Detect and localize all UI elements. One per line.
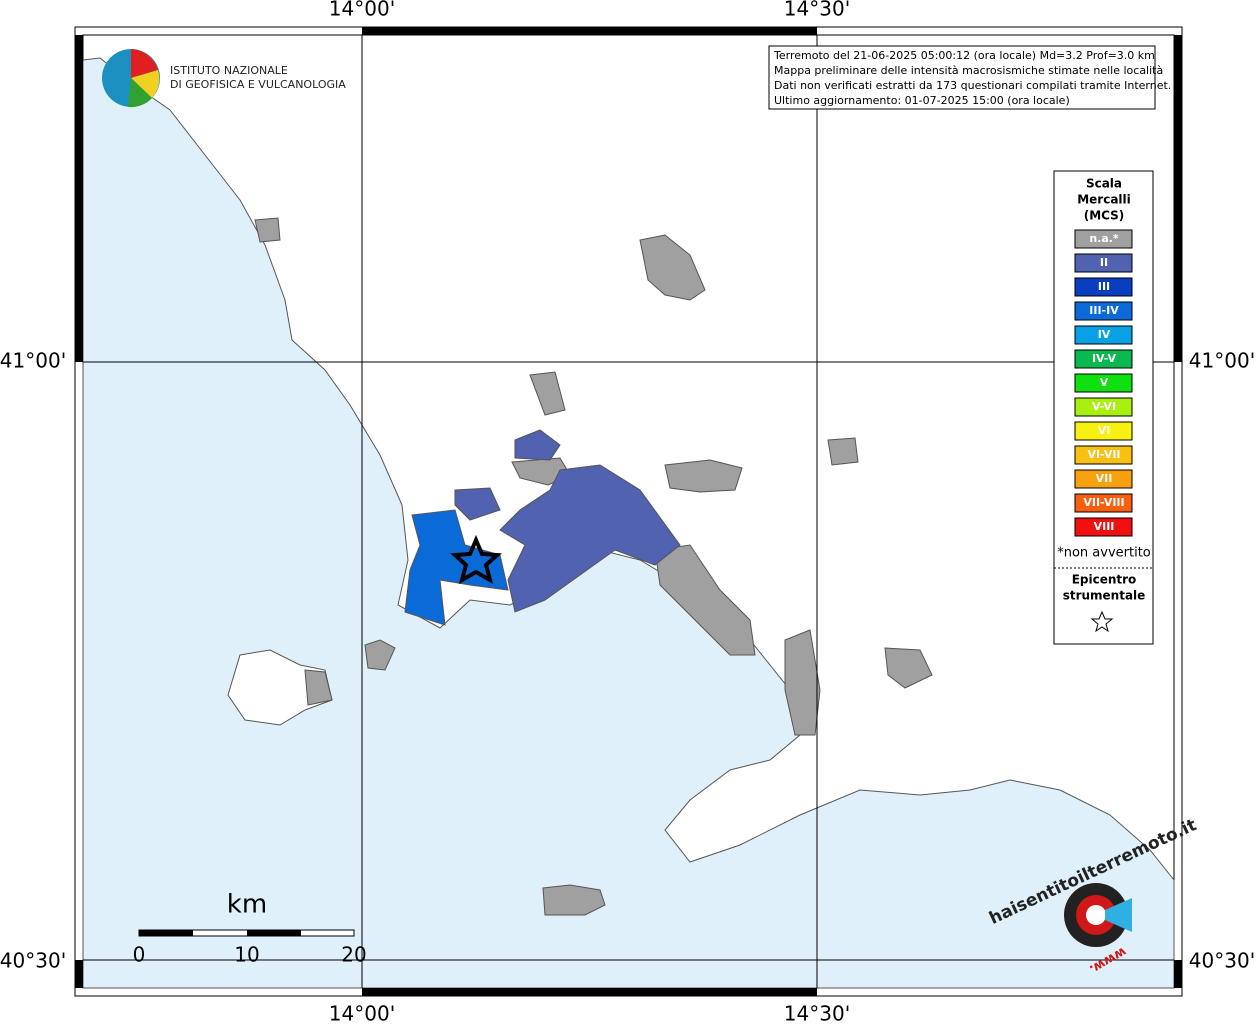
area-gray xyxy=(884,647,933,689)
lon-label: 14°30' xyxy=(784,1002,850,1025)
scale-label: 20 xyxy=(341,943,366,967)
island-capri xyxy=(542,884,606,916)
procida xyxy=(364,639,396,671)
island-ischia-area xyxy=(304,669,333,706)
area-gray xyxy=(654,544,756,656)
legend-label: VIII xyxy=(1094,520,1115,533)
area-ii xyxy=(514,429,561,461)
lat-label: 41°00' xyxy=(1189,349,1255,373)
frame-band xyxy=(362,988,817,996)
info-text: Terremoto del 21-06-2025 05:00:12 (ora l… xyxy=(773,49,1171,107)
legend-label: VII-VIII xyxy=(1083,496,1124,509)
scale-label: 10 xyxy=(234,943,259,967)
info-line: Dati non verificati estratti da 173 ques… xyxy=(774,79,1171,92)
lon-label: 14°30' xyxy=(784,0,850,21)
area-ii xyxy=(454,487,501,521)
legend-title: Mercalli xyxy=(1077,193,1131,207)
legend-label: n.a.* xyxy=(1089,232,1119,245)
lat-label: 40°30' xyxy=(1189,949,1255,973)
epicenter-star xyxy=(450,534,502,585)
area-ii xyxy=(499,464,681,613)
area-iii-iv xyxy=(404,509,509,626)
info-line: Mappa preliminare delle intensità macros… xyxy=(774,64,1163,77)
ingv-logo: ISTITUTO NAZIONALE DI GEOFISICA E VULCAN… xyxy=(102,49,346,108)
logo-segment xyxy=(128,78,152,108)
area-gray xyxy=(529,371,566,416)
area-gray xyxy=(664,459,743,493)
legend-star xyxy=(1090,610,1114,633)
legend-label: III xyxy=(1098,280,1110,293)
legend-title: (MCS) xyxy=(1084,209,1125,223)
info-box xyxy=(768,45,1156,110)
frame-band xyxy=(75,35,83,362)
area-gray xyxy=(784,629,821,736)
legend-swatch xyxy=(1074,325,1133,345)
legend-title: Scala xyxy=(1086,177,1122,191)
legend-epicenter: strumentale xyxy=(1063,589,1146,603)
scale-unit: km xyxy=(227,890,267,920)
legend-swatch xyxy=(1074,301,1133,321)
legend-swatch xyxy=(1074,469,1133,489)
legend-swatch xyxy=(1074,253,1133,273)
logo-segment xyxy=(131,49,158,78)
info-line: Terremoto del 21-06-2025 05:00:12 (ora l… xyxy=(773,49,1155,62)
logo-beam xyxy=(1105,898,1132,932)
legend-swatch xyxy=(1074,229,1133,249)
legend: ScalaMercalli(MCS)n.a.*IIIIIIII-IVIVIV-V… xyxy=(1054,177,1153,633)
legend-swatch xyxy=(1074,493,1133,513)
legend-label: VI xyxy=(1098,424,1111,437)
lat-label: 41°00' xyxy=(0,349,66,373)
frame-band xyxy=(362,27,817,35)
scale-segment xyxy=(139,930,193,936)
legend-label: IV xyxy=(1098,328,1111,341)
legend-label: II xyxy=(1100,256,1108,269)
legend-label: V xyxy=(1100,376,1109,389)
legend-label: V-VI xyxy=(1092,400,1116,413)
lon-label: 14°00' xyxy=(329,0,395,21)
frame-band xyxy=(1174,960,1182,988)
area-gray xyxy=(827,437,859,466)
logo-segment xyxy=(131,70,160,98)
legend-swatch xyxy=(1074,421,1133,441)
legend-label: VI-VII xyxy=(1087,448,1120,461)
info-line: Ultimo aggiornamento: 01-07-2025 15:00 (… xyxy=(774,94,1070,107)
legend-swatch xyxy=(1074,349,1133,369)
legend-label: III-IV xyxy=(1089,304,1119,317)
island-ischia xyxy=(227,649,333,726)
frame-band xyxy=(1174,35,1182,362)
logo-text: DI GEOFISICA E VULCANOLOGIA xyxy=(170,78,346,91)
logo-ring xyxy=(1086,905,1106,925)
frame-band xyxy=(75,960,83,988)
scale-label: 0 xyxy=(133,943,146,967)
logo-text: ISTITUTO NAZIONALE xyxy=(170,64,288,77)
legend-label: VII xyxy=(1096,472,1113,485)
legend-swatch xyxy=(1074,277,1133,297)
lon-label: 14°00' xyxy=(329,1002,395,1025)
area-gray xyxy=(254,217,281,243)
legend-note: *non avvertito xyxy=(1057,546,1151,561)
legend-label: IV-V xyxy=(1092,352,1117,365)
legend-epicenter: Epicentro xyxy=(1072,573,1137,587)
legend-swatch xyxy=(1074,373,1133,393)
legend-swatch xyxy=(1074,517,1133,537)
legend-swatch xyxy=(1074,397,1133,417)
scale-bar: km 0 10 20 xyxy=(133,890,367,967)
scale-segment xyxy=(247,930,301,936)
lat-label: 40°30' xyxy=(0,949,66,973)
legend-swatch xyxy=(1074,445,1133,465)
area-gray xyxy=(639,234,706,301)
